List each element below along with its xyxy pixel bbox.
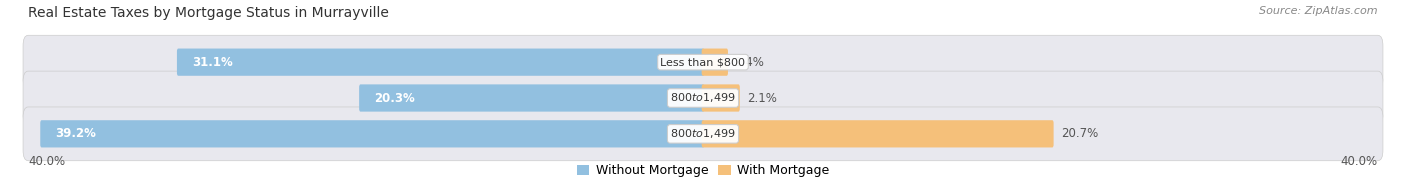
FancyBboxPatch shape <box>177 49 704 76</box>
FancyBboxPatch shape <box>702 84 740 112</box>
Text: 20.7%: 20.7% <box>1060 127 1098 140</box>
FancyBboxPatch shape <box>22 71 1384 125</box>
FancyBboxPatch shape <box>702 120 1053 147</box>
FancyBboxPatch shape <box>41 120 704 147</box>
Text: 40.0%: 40.0% <box>28 155 65 168</box>
Text: 40.0%: 40.0% <box>1341 155 1378 168</box>
Text: 39.2%: 39.2% <box>55 127 96 140</box>
Text: Source: ZipAtlas.com: Source: ZipAtlas.com <box>1260 6 1378 16</box>
FancyBboxPatch shape <box>702 49 728 76</box>
FancyBboxPatch shape <box>22 107 1384 161</box>
FancyBboxPatch shape <box>359 84 704 112</box>
Text: 31.1%: 31.1% <box>191 56 232 69</box>
Text: $800 to $1,499: $800 to $1,499 <box>671 92 735 104</box>
FancyBboxPatch shape <box>22 35 1384 89</box>
Legend: Without Mortgage, With Mortgage: Without Mortgage, With Mortgage <box>572 159 834 182</box>
Text: $800 to $1,499: $800 to $1,499 <box>671 127 735 140</box>
Text: 2.1%: 2.1% <box>747 92 776 104</box>
Text: Real Estate Taxes by Mortgage Status in Murrayville: Real Estate Taxes by Mortgage Status in … <box>28 6 389 20</box>
Text: Less than $800: Less than $800 <box>661 57 745 67</box>
Text: 20.3%: 20.3% <box>374 92 415 104</box>
Text: 1.4%: 1.4% <box>735 56 765 69</box>
